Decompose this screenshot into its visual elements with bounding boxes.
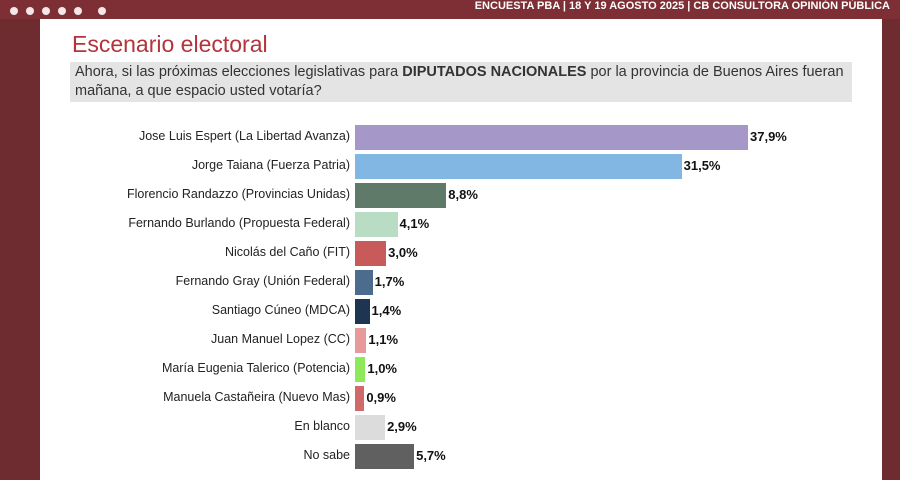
subtitle-text: Ahora, si las próximas elecciones legisl… — [75, 64, 403, 80]
value-label: 8,8% — [448, 187, 478, 202]
bar — [355, 269, 373, 295]
value-label: 1,7% — [374, 274, 405, 289]
bar — [355, 240, 387, 266]
window-dot — [26, 7, 34, 15]
value-label: 37,9% — [750, 129, 787, 144]
bar — [355, 443, 415, 469]
chart-title: Escenario electoral — [72, 31, 268, 57]
value-label: 2,9% — [387, 419, 417, 434]
value-label: 5,7% — [416, 448, 446, 463]
category-label: No sabe — [303, 448, 350, 462]
category-label: Nicolás del Caño (FIT) — [224, 245, 350, 259]
value-label: 3,0% — [388, 245, 418, 260]
value-label: 4,1% — [399, 216, 430, 231]
category-label: Fernando Burlando (Propuesta Federal) — [128, 216, 350, 230]
bar — [355, 327, 367, 353]
window-dot — [10, 7, 18, 15]
category-label: Juan Manuel Lopez (CC) — [211, 332, 350, 346]
subtitle-emphasis: DIPUTADOS NACIONALES — [402, 64, 587, 80]
window-dot — [98, 7, 106, 15]
value-label: 1,4% — [371, 303, 402, 318]
value-label: 1,1% — [368, 332, 399, 347]
category-label: Fernando Gray (Unión Federal) — [175, 274, 350, 288]
value-label: 0,9% — [366, 390, 396, 405]
value-label: 31,5% — [683, 158, 721, 173]
category-label: En blanco — [294, 419, 350, 433]
bar — [355, 153, 682, 179]
chart-subtitle: Ahora, si las próximas elecciones legisl… — [70, 62, 852, 102]
bar — [355, 298, 370, 324]
bar — [355, 182, 447, 208]
category-label: Florencio Randazzo (Provincias Unidas) — [126, 187, 350, 201]
bar — [355, 385, 365, 411]
bar — [355, 414, 386, 440]
category-label: Santiago Cúneo (MDCA) — [211, 303, 350, 317]
category-label: Manuela Castañeira (Nuevo Mas) — [163, 390, 350, 404]
header: ENCUESTA PBA | 18 Y 19 AGOSTO 2025 | CB … — [474, 0, 890, 12]
bar — [355, 211, 398, 237]
bar — [355, 124, 748, 150]
window-dot — [58, 7, 66, 15]
value-label: 1,0% — [367, 361, 397, 376]
category-label: María Eugenia Talerico (Potencia) — [161, 361, 350, 375]
category-label: Jose Luis Espert (La Libertad Avanza) — [138, 129, 350, 143]
top-bar — [0, 0, 900, 19]
window-dot — [74, 7, 82, 15]
bar — [355, 356, 366, 382]
subtitle-text: por la provincia de Buenos Aires fueran … — [75, 64, 844, 99]
window-dot — [42, 7, 50, 15]
category-label: Jorge Taiana (Fuerza Patria) — [191, 158, 350, 172]
